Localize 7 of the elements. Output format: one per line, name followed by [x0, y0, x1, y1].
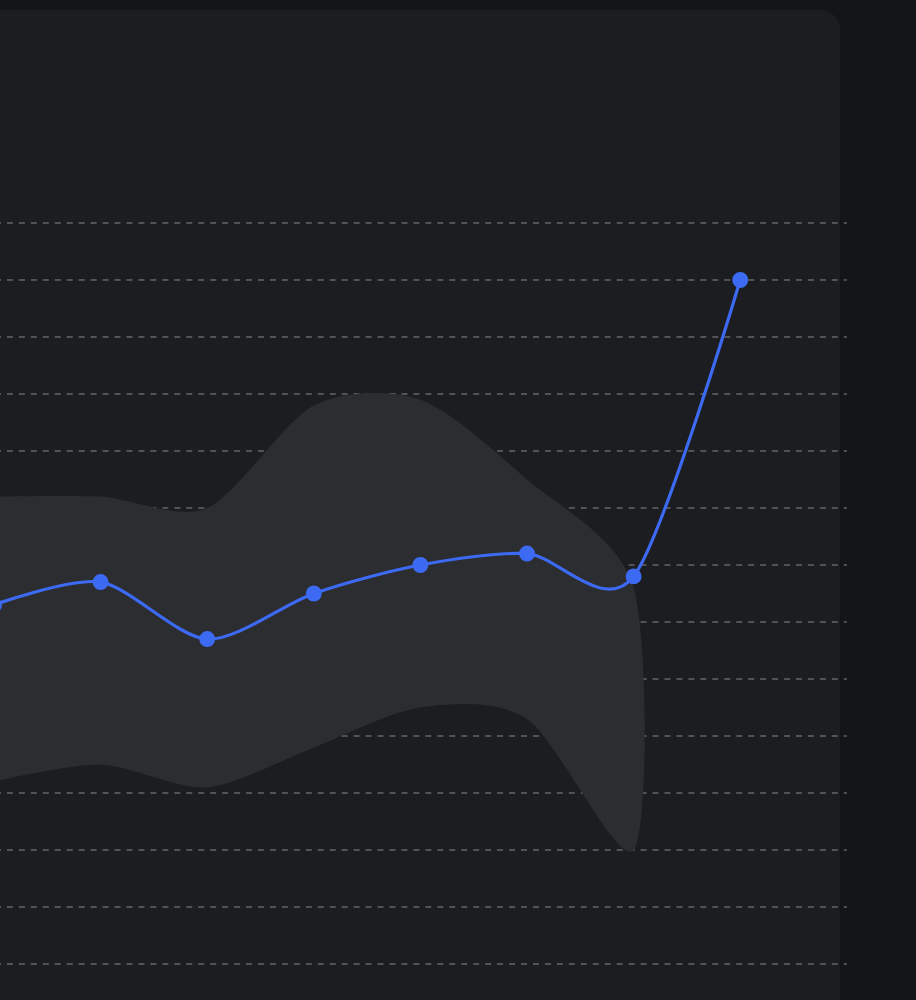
point — [92, 574, 109, 591]
point — [732, 272, 749, 288]
point — [519, 545, 535, 562]
point — [305, 585, 322, 602]
point — [199, 631, 216, 648]
point — [412, 557, 429, 573]
point — [625, 568, 642, 585]
